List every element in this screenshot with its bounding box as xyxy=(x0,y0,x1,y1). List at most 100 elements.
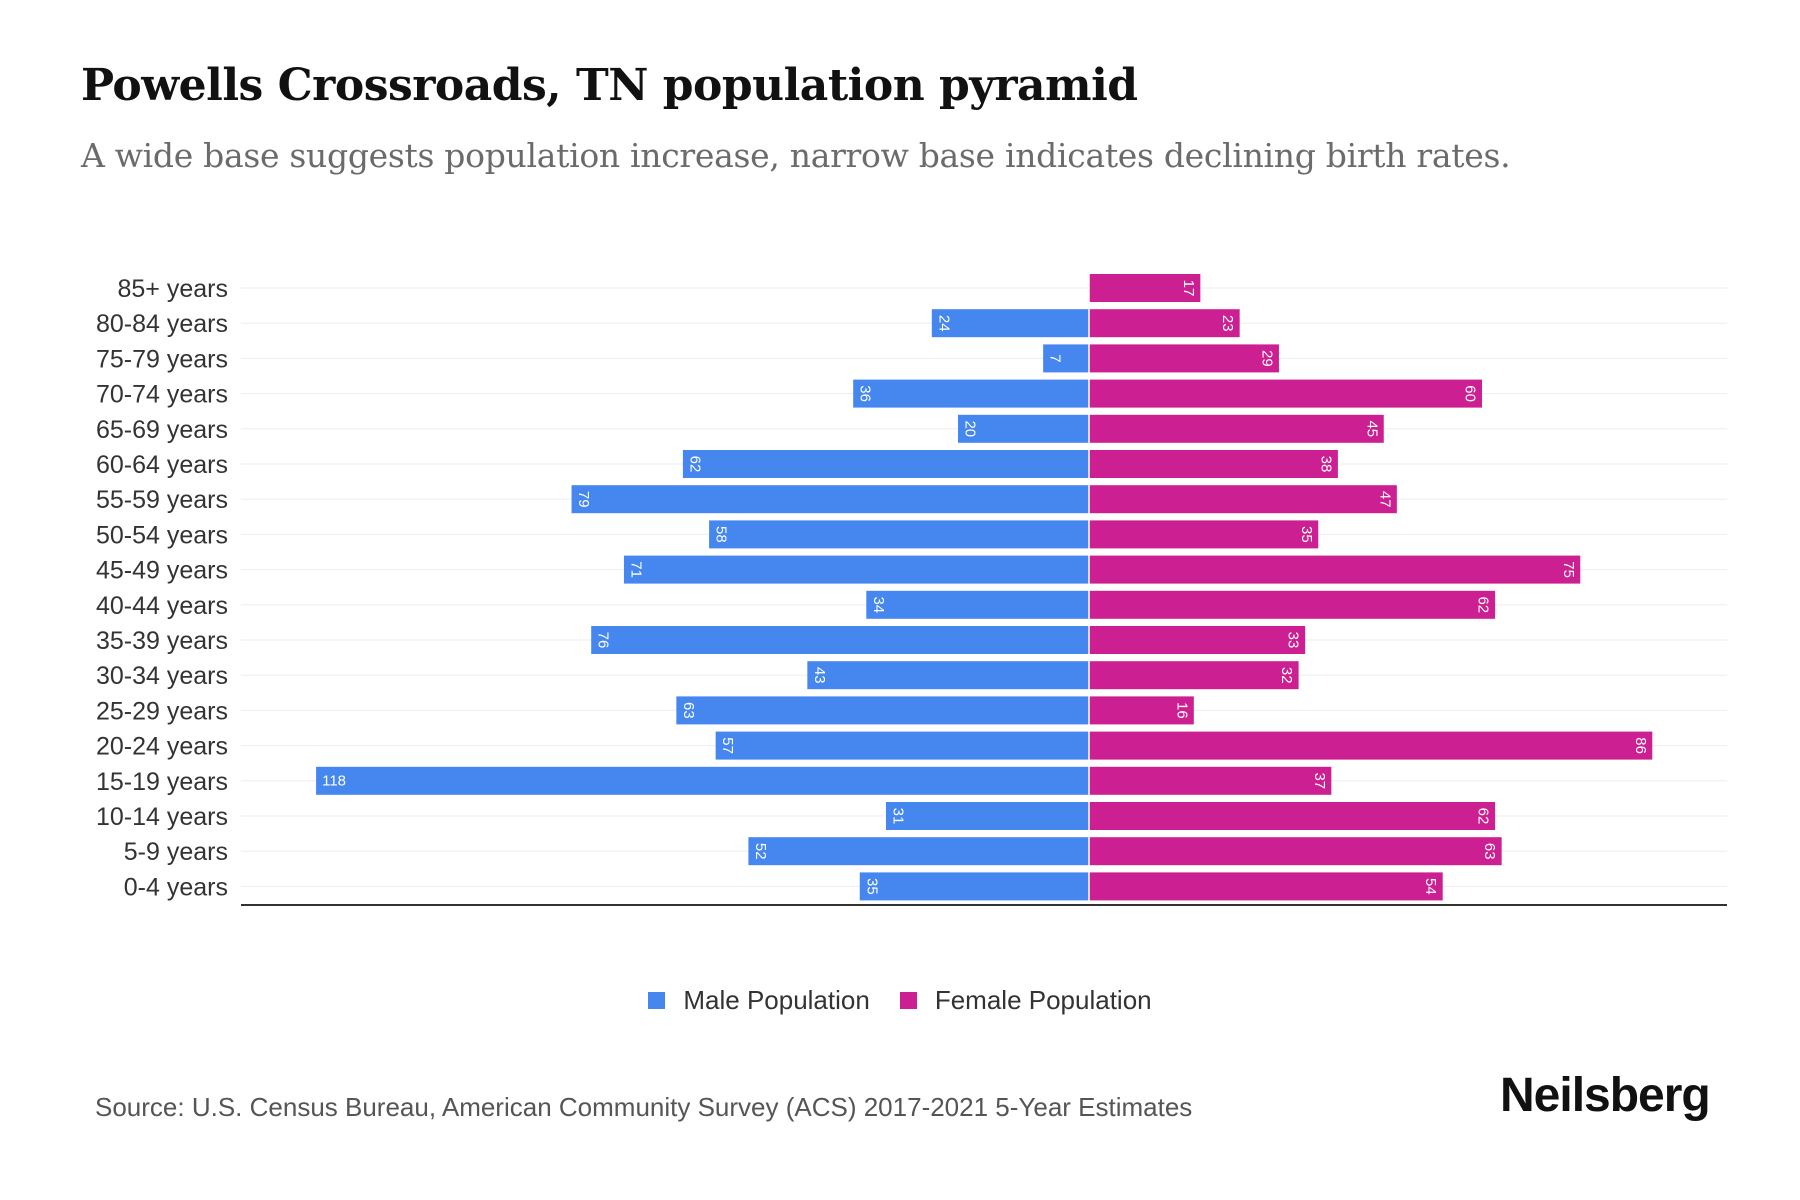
female-value-label: 75 xyxy=(1560,561,1577,578)
male-bar xyxy=(715,731,1089,760)
category-label: 30-34 years xyxy=(96,662,228,690)
male-value-label: 118 xyxy=(322,772,346,789)
source-note: Source: U.S. Census Bureau, American Com… xyxy=(95,1092,1193,1122)
female-value-label: 62 xyxy=(1475,596,1492,613)
chart-title: Powells Crossroads, TN population pyrami… xyxy=(81,60,1138,111)
legend-label-male: Male Population xyxy=(683,985,870,1015)
category-label: 40-44 years xyxy=(96,592,228,620)
male-value-label: 36 xyxy=(857,385,874,402)
male-bar xyxy=(623,555,1089,584)
male-value-label: 52 xyxy=(752,843,769,860)
female-value-label: 37 xyxy=(1311,772,1328,789)
male-value-label: 63 xyxy=(680,702,697,719)
category-label: 0-4 years xyxy=(124,873,228,901)
female-bar xyxy=(1089,626,1306,654)
male-value-label: 71 xyxy=(627,561,644,578)
male-value-label: 34 xyxy=(870,596,887,613)
population-pyramid-chart: 85+ years 17 80-84 years 24 23 75-79 years 7 29… xyxy=(95,274,1727,906)
female-value-label: 17 xyxy=(1180,280,1197,297)
male-bar xyxy=(853,379,1089,408)
male-bar xyxy=(316,766,1090,795)
female-value-label: 38 xyxy=(1317,456,1334,473)
male-value-label: 20 xyxy=(962,420,979,437)
category-label: 5-9 years xyxy=(124,838,228,866)
male-bar xyxy=(866,590,1089,619)
male-value-label: 43 xyxy=(811,667,828,684)
female-bar xyxy=(1089,766,1332,795)
female-bar xyxy=(1089,450,1338,478)
male-bar xyxy=(807,661,1089,690)
category-label: 45-49 years xyxy=(96,557,228,585)
legend-item-female[interactable]: Female Population xyxy=(899,985,1152,1016)
male-bar xyxy=(682,450,1089,478)
female-bar xyxy=(1089,414,1384,443)
category-label: 25-29 years xyxy=(96,697,228,725)
female-bar xyxy=(1089,872,1443,901)
neilsberg-logo: Neilsberg xyxy=(1500,1069,1711,1122)
female-bar xyxy=(1089,555,1581,584)
female-bar xyxy=(1089,485,1397,514)
legend-label-female: Female Population xyxy=(934,985,1152,1015)
category-label: 65-69 years xyxy=(96,416,228,444)
category-label: 20-24 years xyxy=(96,733,228,761)
male-value-label: 58 xyxy=(713,526,730,543)
female-value-label: 63 xyxy=(1481,843,1498,860)
category-label: 75-79 years xyxy=(96,345,228,373)
female-bar xyxy=(1089,696,1194,725)
female-value-label: 62 xyxy=(1475,808,1492,825)
female-bar xyxy=(1089,837,1502,866)
female-value-label: 45 xyxy=(1363,420,1380,437)
chart-subtitle: A wide base suggests population increase… xyxy=(81,136,1511,175)
female-value-label: 60 xyxy=(1462,385,1479,402)
male-bar xyxy=(748,837,1089,866)
female-bar xyxy=(1089,344,1279,373)
female-value-label: 86 xyxy=(1632,737,1649,754)
male-bar xyxy=(1043,344,1089,373)
female-value-label: 54 xyxy=(1422,878,1439,895)
legend: Male Population Female Population xyxy=(0,985,1800,1016)
male-bar xyxy=(676,696,1089,725)
male-value-label: 62 xyxy=(686,456,703,473)
male-value-label: 35 xyxy=(863,878,880,895)
legend-item-male[interactable]: Male Population xyxy=(648,985,870,1016)
male-bar xyxy=(931,309,1089,338)
male-value-label: 7 xyxy=(1047,354,1064,362)
male-value-label: 24 xyxy=(935,315,952,332)
female-value-label: 32 xyxy=(1278,667,1295,684)
male-value-label: 57 xyxy=(719,737,736,754)
category-label: 15-19 years xyxy=(96,768,228,796)
female-bar xyxy=(1089,802,1496,830)
male-value-label: 76 xyxy=(595,632,612,649)
male-bar xyxy=(709,520,1089,549)
male-bar xyxy=(571,485,1089,514)
category-label: 60-64 years xyxy=(96,451,228,479)
female-value-label: 47 xyxy=(1376,491,1393,508)
male-bar xyxy=(591,626,1089,654)
female-bar xyxy=(1089,379,1482,408)
female-swatch xyxy=(899,992,917,1009)
female-bar xyxy=(1089,661,1299,690)
female-bar xyxy=(1089,731,1653,760)
male-value-label: 31 xyxy=(889,808,906,825)
female-bar xyxy=(1089,274,1201,302)
female-bar xyxy=(1089,309,1240,338)
male-swatch xyxy=(648,992,666,1009)
male-bar xyxy=(885,802,1089,830)
category-label: 10-14 years xyxy=(96,803,228,831)
category-label: 50-54 years xyxy=(96,521,228,549)
category-label: 80-84 years xyxy=(96,310,228,338)
female-bar xyxy=(1089,590,1496,619)
category-label: 70-74 years xyxy=(96,381,228,409)
female-value-label: 35 xyxy=(1298,526,1315,543)
male-bar xyxy=(859,872,1089,901)
female-value-label: 33 xyxy=(1285,632,1302,649)
male-bar xyxy=(958,414,1089,443)
category-label: 55-59 years xyxy=(96,486,228,514)
category-label: 85+ years xyxy=(118,275,229,303)
category-label: 35-39 years xyxy=(96,627,228,655)
female-value-label: 23 xyxy=(1219,315,1236,332)
female-value-label: 29 xyxy=(1258,350,1275,367)
male-value-label: 79 xyxy=(575,491,592,508)
female-bar xyxy=(1089,520,1319,549)
female-value-label: 16 xyxy=(1173,702,1190,719)
